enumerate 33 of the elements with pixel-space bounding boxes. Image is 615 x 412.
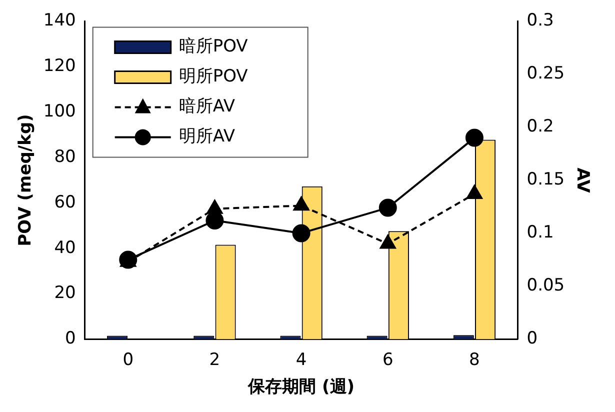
x-tick-label: 6 [382,350,394,370]
y2-tick-label: 0.2 [526,116,554,137]
y2-tick-label: 0.25 [526,64,565,84]
point [466,184,482,199]
y2-tick-label: 0.15 [526,170,565,190]
y-tick-label: 60 [54,192,76,212]
legend-label: 明所POV [178,66,248,87]
y-tick-label: 80 [54,146,76,167]
x-tick-label: 2 [209,350,220,370]
y-tick-label: 120 [43,56,76,76]
point [380,234,396,249]
y-tick-label: 40 [54,238,76,258]
y2-tick-label: 0.3 [526,10,554,31]
y2-tick-label: 0 [526,328,538,349]
y-tick-label: 0 [65,328,76,349]
point [465,128,484,147]
y2-tick-label: 0.1 [526,222,554,243]
y2-tick-label: 0.05 [526,276,565,296]
x-tick-label: 8 [469,350,480,370]
legend-label: 明所AV [178,126,236,147]
y2-axis-title: AV [572,168,592,194]
point [293,196,310,211]
x-tick-label: 0 [122,350,134,370]
point [206,200,223,214]
legend-label: 暗所AV [178,96,236,117]
point [378,198,397,217]
x-tick-label: 4 [296,350,307,370]
x-axis-title: 保存期間 (週) [247,377,355,398]
y-tick-label: 20 [54,283,76,304]
y-tick-label: 100 [43,101,76,122]
y-tick-label: 140 [43,10,76,31]
legend-label: 暗所POV [178,36,248,57]
y-axis-title: POV (meq/kg) [16,114,36,246]
